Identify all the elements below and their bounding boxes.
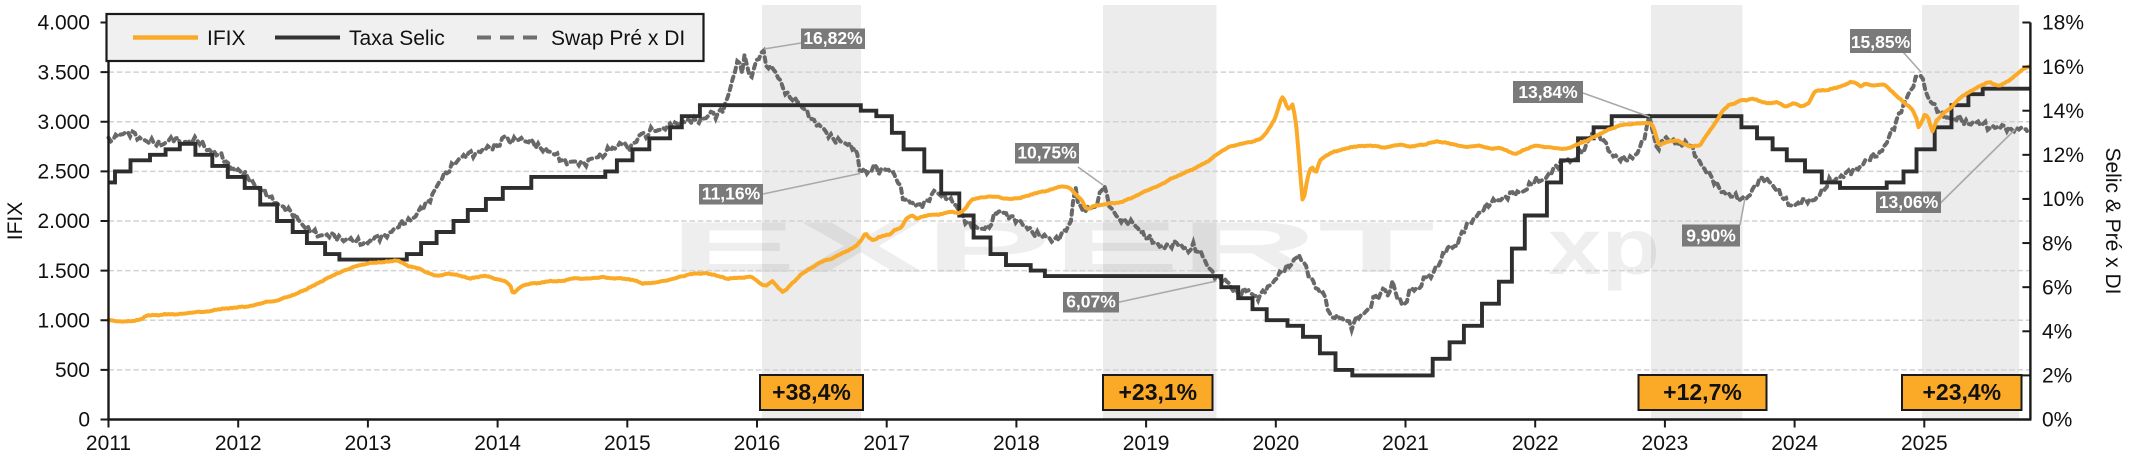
svg-text:2021: 2021 (1382, 432, 1429, 455)
svg-text:2.500: 2.500 (37, 161, 90, 184)
svg-text:2019: 2019 (1123, 432, 1170, 455)
svg-text:2011: 2011 (86, 432, 131, 455)
svg-text:13,06%: 13,06% (1879, 192, 1939, 212)
svg-text:2018: 2018 (993, 432, 1040, 455)
svg-text:0%: 0% (2042, 409, 2072, 432)
svg-text:10,75%: 10,75% (1017, 143, 1077, 163)
svg-text:18%: 18% (2042, 12, 2084, 35)
svg-text:2025: 2025 (1901, 432, 1948, 455)
svg-text:6,07%: 6,07% (1066, 292, 1116, 312)
svg-text:2017: 2017 (863, 432, 910, 455)
svg-text:2022: 2022 (1512, 432, 1559, 455)
svg-text:15,85%: 15,85% (1851, 32, 1911, 52)
svg-text:2.000: 2.000 (37, 210, 90, 233)
svg-text:2016: 2016 (734, 432, 781, 455)
svg-text:+12,7%: +12,7% (1663, 379, 1742, 405)
svg-text:8%: 8% (2042, 232, 2072, 255)
svg-text:13,84%: 13,84% (1518, 82, 1578, 102)
svg-text:xp: xp (1548, 202, 1660, 291)
svg-text:+23,4%: +23,4% (1922, 379, 2001, 405)
svg-text:10%: 10% (2042, 188, 2084, 211)
svg-text:16,82%: 16,82% (803, 28, 863, 48)
svg-text:1.000: 1.000 (37, 309, 90, 332)
svg-text:+23,1%: +23,1% (1118, 379, 1197, 405)
svg-text:14%: 14% (2042, 100, 2084, 123)
svg-text:3.000: 3.000 (37, 111, 90, 134)
svg-text:IFIX: IFIX (4, 202, 27, 241)
svg-text:Taxa Selic: Taxa Selic (349, 27, 445, 50)
svg-text:2012: 2012 (215, 432, 262, 455)
svg-text:Swap Pré x DI: Swap Pré x DI (551, 27, 685, 50)
svg-text:12%: 12% (2042, 144, 2084, 167)
svg-text:4%: 4% (2042, 321, 2072, 344)
svg-text:0: 0 (78, 409, 90, 432)
svg-text:2024: 2024 (1771, 432, 1818, 455)
svg-text:2014: 2014 (474, 432, 521, 455)
svg-text:11,16%: 11,16% (702, 184, 761, 204)
svg-text:500: 500 (55, 359, 90, 382)
svg-text:4.000: 4.000 (37, 12, 90, 35)
svg-text:2%: 2% (2042, 365, 2072, 388)
svg-text:9,90%: 9,90% (1686, 226, 1736, 246)
svg-text:16%: 16% (2042, 56, 2084, 79)
svg-text:Selic & Pré x DI: Selic & Pré x DI (2101, 147, 2124, 294)
svg-text:IFIX: IFIX (207, 27, 246, 50)
svg-text:6%: 6% (2042, 276, 2072, 299)
svg-text:1.500: 1.500 (37, 260, 90, 283)
svg-text:2013: 2013 (345, 432, 392, 455)
svg-text:2015: 2015 (604, 432, 651, 455)
svg-text:+38,4%: +38,4% (772, 379, 851, 405)
svg-text:3.500: 3.500 (37, 61, 90, 84)
svg-text:2023: 2023 (1642, 432, 1689, 455)
svg-text:2020: 2020 (1252, 432, 1299, 455)
